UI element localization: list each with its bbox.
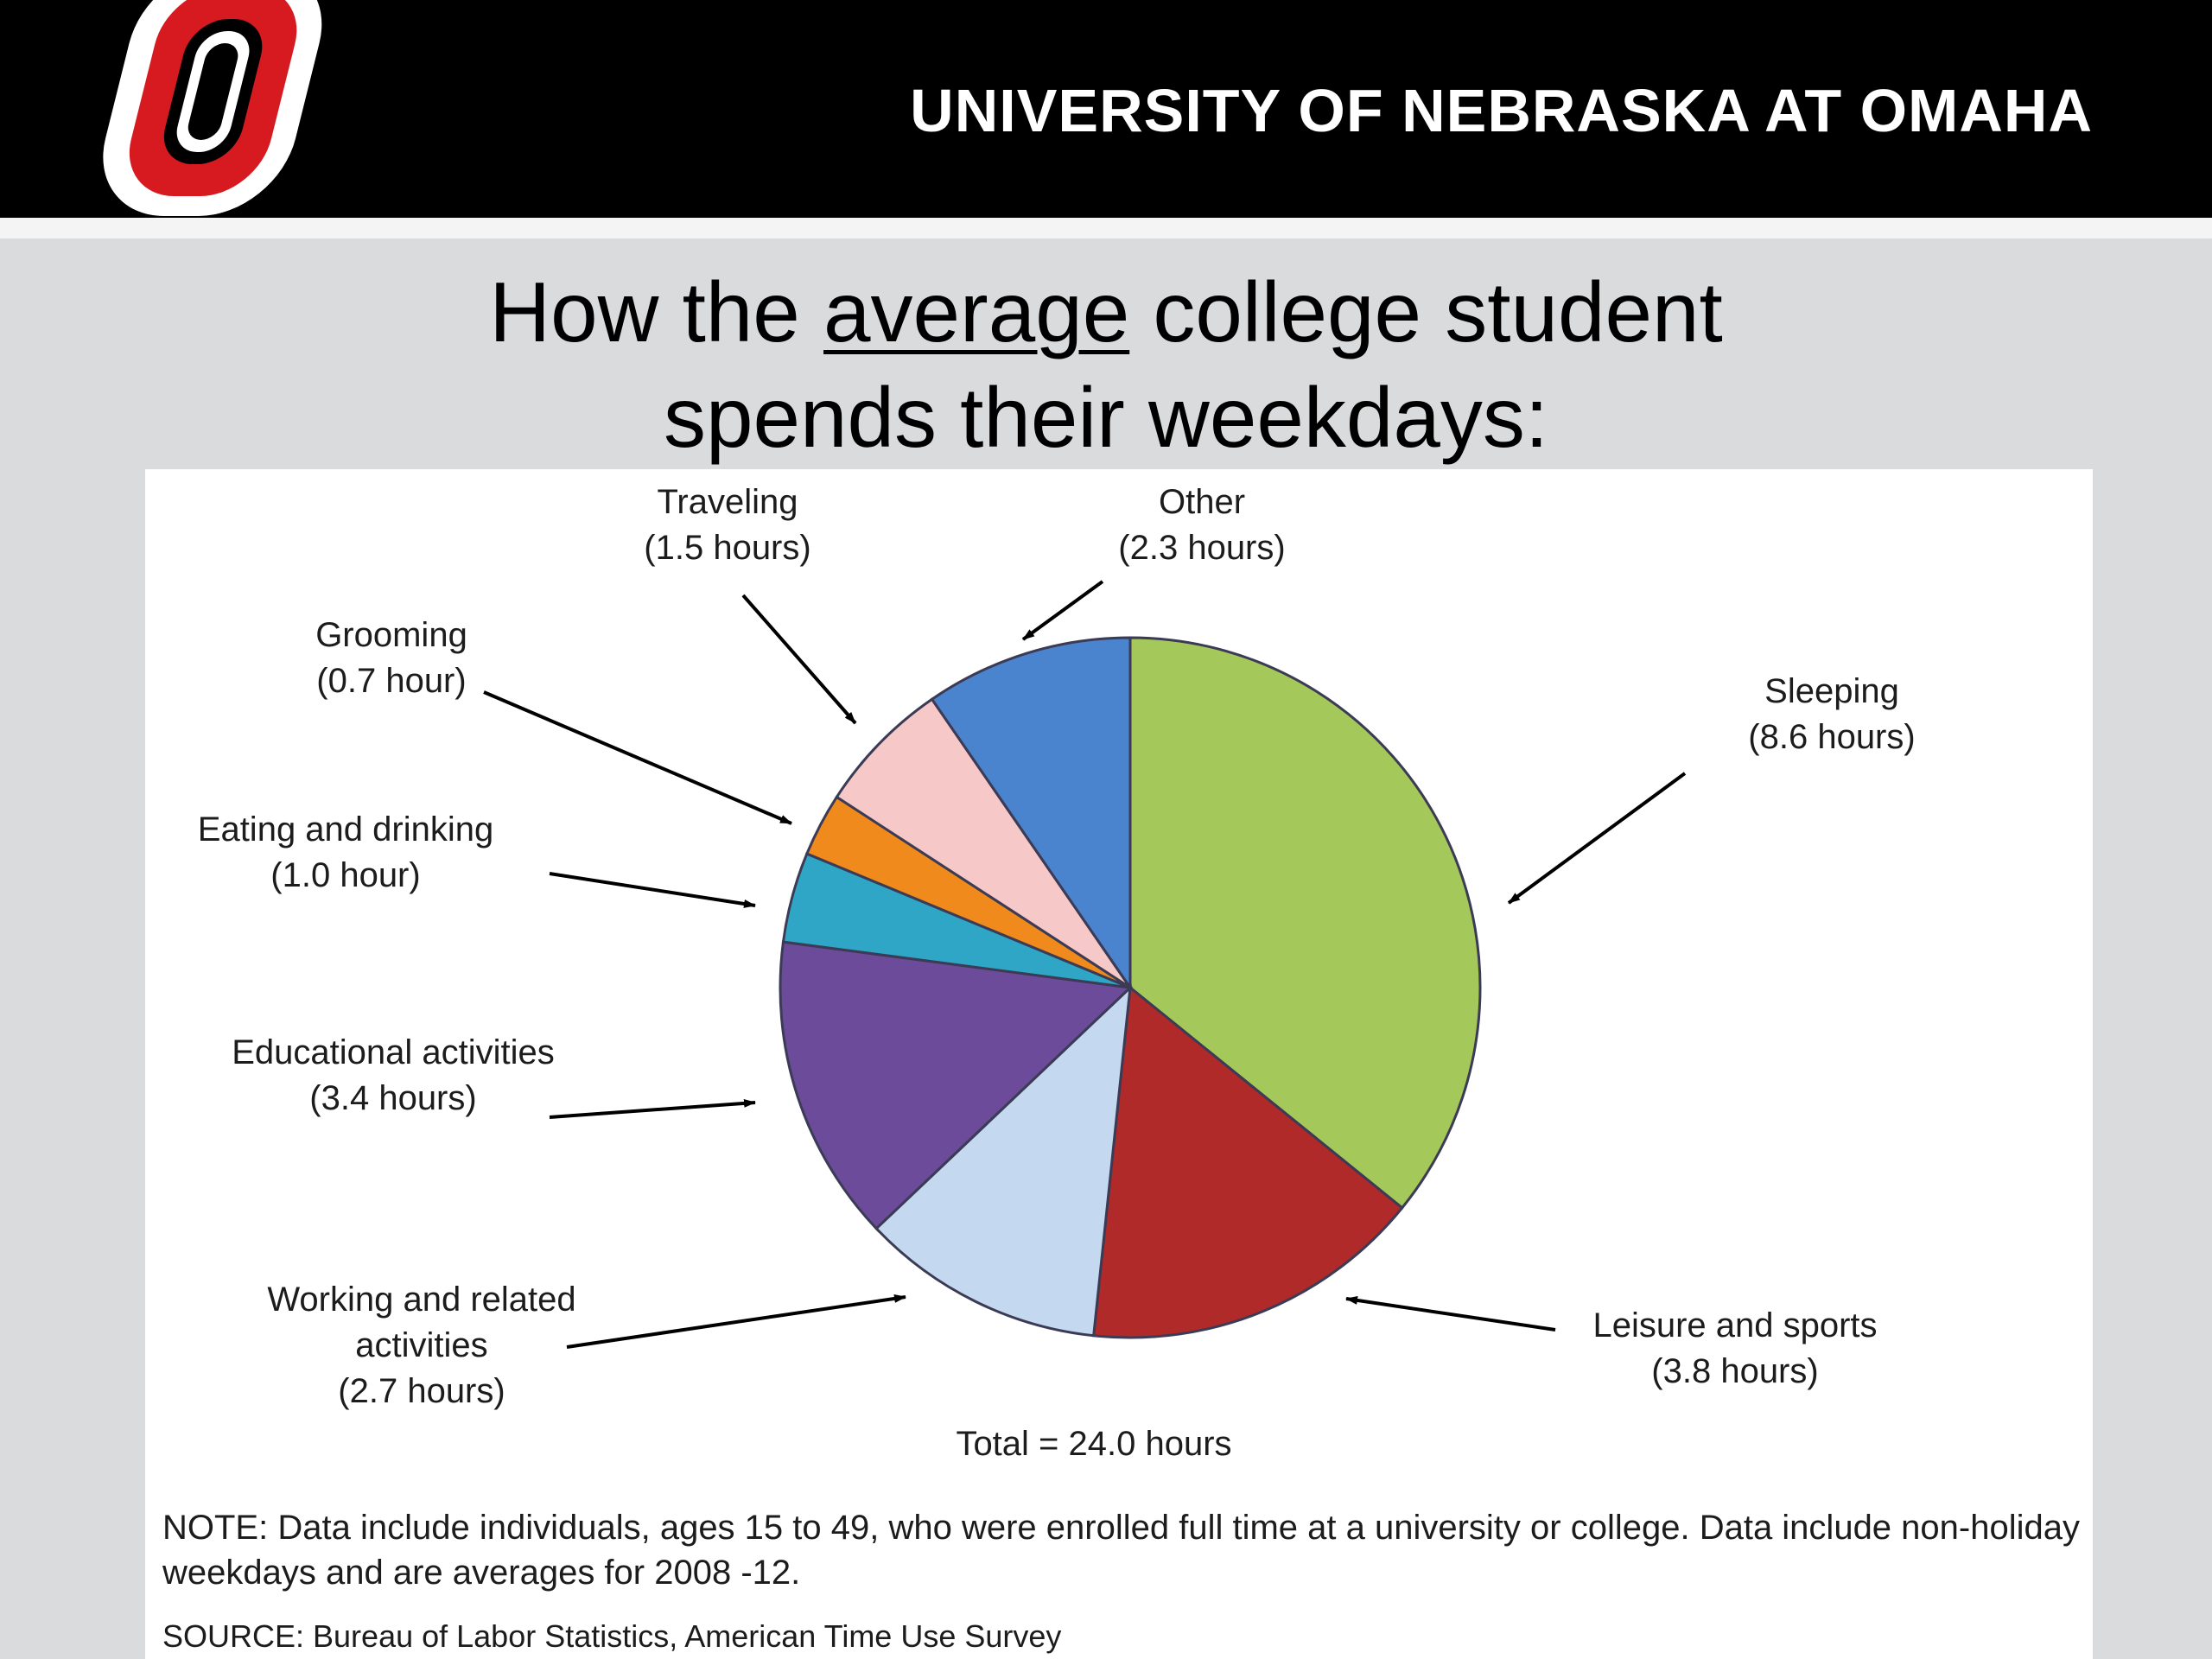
title-emphasis: average <box>823 264 1130 359</box>
arrow-grooming <box>483 690 792 825</box>
slice-value-label: (3.4 hours) <box>309 1079 476 1117</box>
slice-label-leisure-and-sports: Leisure and sports (3.8 hours) <box>1592 1306 1877 1390</box>
chart-source: SOURCE: Bureau of Labor Statistics, Amer… <box>162 1618 1062 1654</box>
pie-slice-educational-activities <box>779 940 1134 1230</box>
slice-label-grooming: Grooming (0.7 hour) <box>315 616 467 700</box>
slice-value-label: (1.0 hour) <box>270 856 420 894</box>
pie-slice-working-and-related-activities <box>874 984 1132 1338</box>
slice-label-working-and-related-activities: Working and related activities (2.7 hours) <box>267 1281 575 1410</box>
pie-slice-other <box>930 636 1132 992</box>
title-part2: college student <box>1129 264 1723 359</box>
pie-slice-traveling <box>835 697 1132 989</box>
total-label: Total = 24.0 hours <box>956 1425 1231 1463</box>
slice-name-label: Leisure and sports <box>1592 1306 1877 1344</box>
arrow-other <box>1021 580 1104 641</box>
logo-core <box>188 43 238 140</box>
slide-title: How the average college student spends t… <box>0 259 2212 470</box>
slice-label-eating-and-drinking: Eating and drinking (1.0 hour) <box>198 810 493 894</box>
slice-name-label: Educational activities <box>232 1033 555 1071</box>
slice-labels: Sleeping (8.6 hours) Leisure and sports (3.… <box>198 483 1916 1410</box>
unomaha-o-logo-icon <box>103 0 322 216</box>
slice-value-label: (0.7 hour) <box>316 662 466 700</box>
slice-value-label: (3.8 hours) <box>1651 1352 1818 1390</box>
slice-name-label: Sleeping <box>1764 672 1899 710</box>
chart-figure: Sleeping (8.6 hours) Leisure and sports (3.… <box>145 469 2093 1659</box>
arrow-leisure-and-sports <box>1345 1295 1556 1332</box>
header-bar <box>0 0 2212 218</box>
slice-name-label: Working and related <box>267 1281 575 1319</box>
arrow-working-and-related-activities <box>566 1294 906 1349</box>
slice-value-label: (2.3 hours) <box>1118 529 1285 567</box>
pie-chart: Sleeping (8.6 hours) Leisure and sports (3.… <box>198 483 1916 1463</box>
header-divider <box>0 218 2212 238</box>
label-arrows <box>483 580 1687 1349</box>
slice-label-traveling: Traveling (1.5 hours) <box>644 483 810 567</box>
pie-slice-sleeping <box>1128 636 1482 1210</box>
slice-name-label: Traveling <box>657 483 798 521</box>
slice-name-label: Grooming <box>315 616 467 654</box>
arrow-traveling <box>741 594 857 725</box>
slice-label-sleeping: Sleeping (8.6 hours) <box>1748 672 1915 756</box>
slice-name-label: Other <box>1159 483 1245 521</box>
slice-label-educational-activities: Educational activities (3.4 hours) <box>232 1033 555 1117</box>
arrow-sleeping <box>1507 772 1687 905</box>
arrow-educational-activities <box>549 1098 756 1119</box>
slide-title-line2: spends their weekdays: <box>663 370 1549 465</box>
pie-slice-leisure-and-sports <box>1092 985 1404 1339</box>
pie-slices <box>779 636 1482 1339</box>
chart-note: NOTE: Data include individuals, ages 15 … <box>162 1509 2080 1592</box>
slice-value-label: (1.5 hours) <box>644 529 810 567</box>
slice-label-other: Other (2.3 hours) <box>1118 483 1285 567</box>
slice-value-label: (2.7 hours) <box>338 1372 505 1410</box>
slice-name-label: activities <box>355 1326 487 1364</box>
slice-value-label: (8.6 hours) <box>1748 718 1915 756</box>
university-name: UNIVERSITY OF NEBRASKA AT OMAHA <box>910 77 2093 144</box>
slide-title-line1: How the average college student <box>0 259 2212 365</box>
title-part1: How the <box>489 264 824 359</box>
arrow-eating-and-drinking <box>549 872 756 908</box>
slice-name-label: Eating and drinking <box>198 810 493 849</box>
